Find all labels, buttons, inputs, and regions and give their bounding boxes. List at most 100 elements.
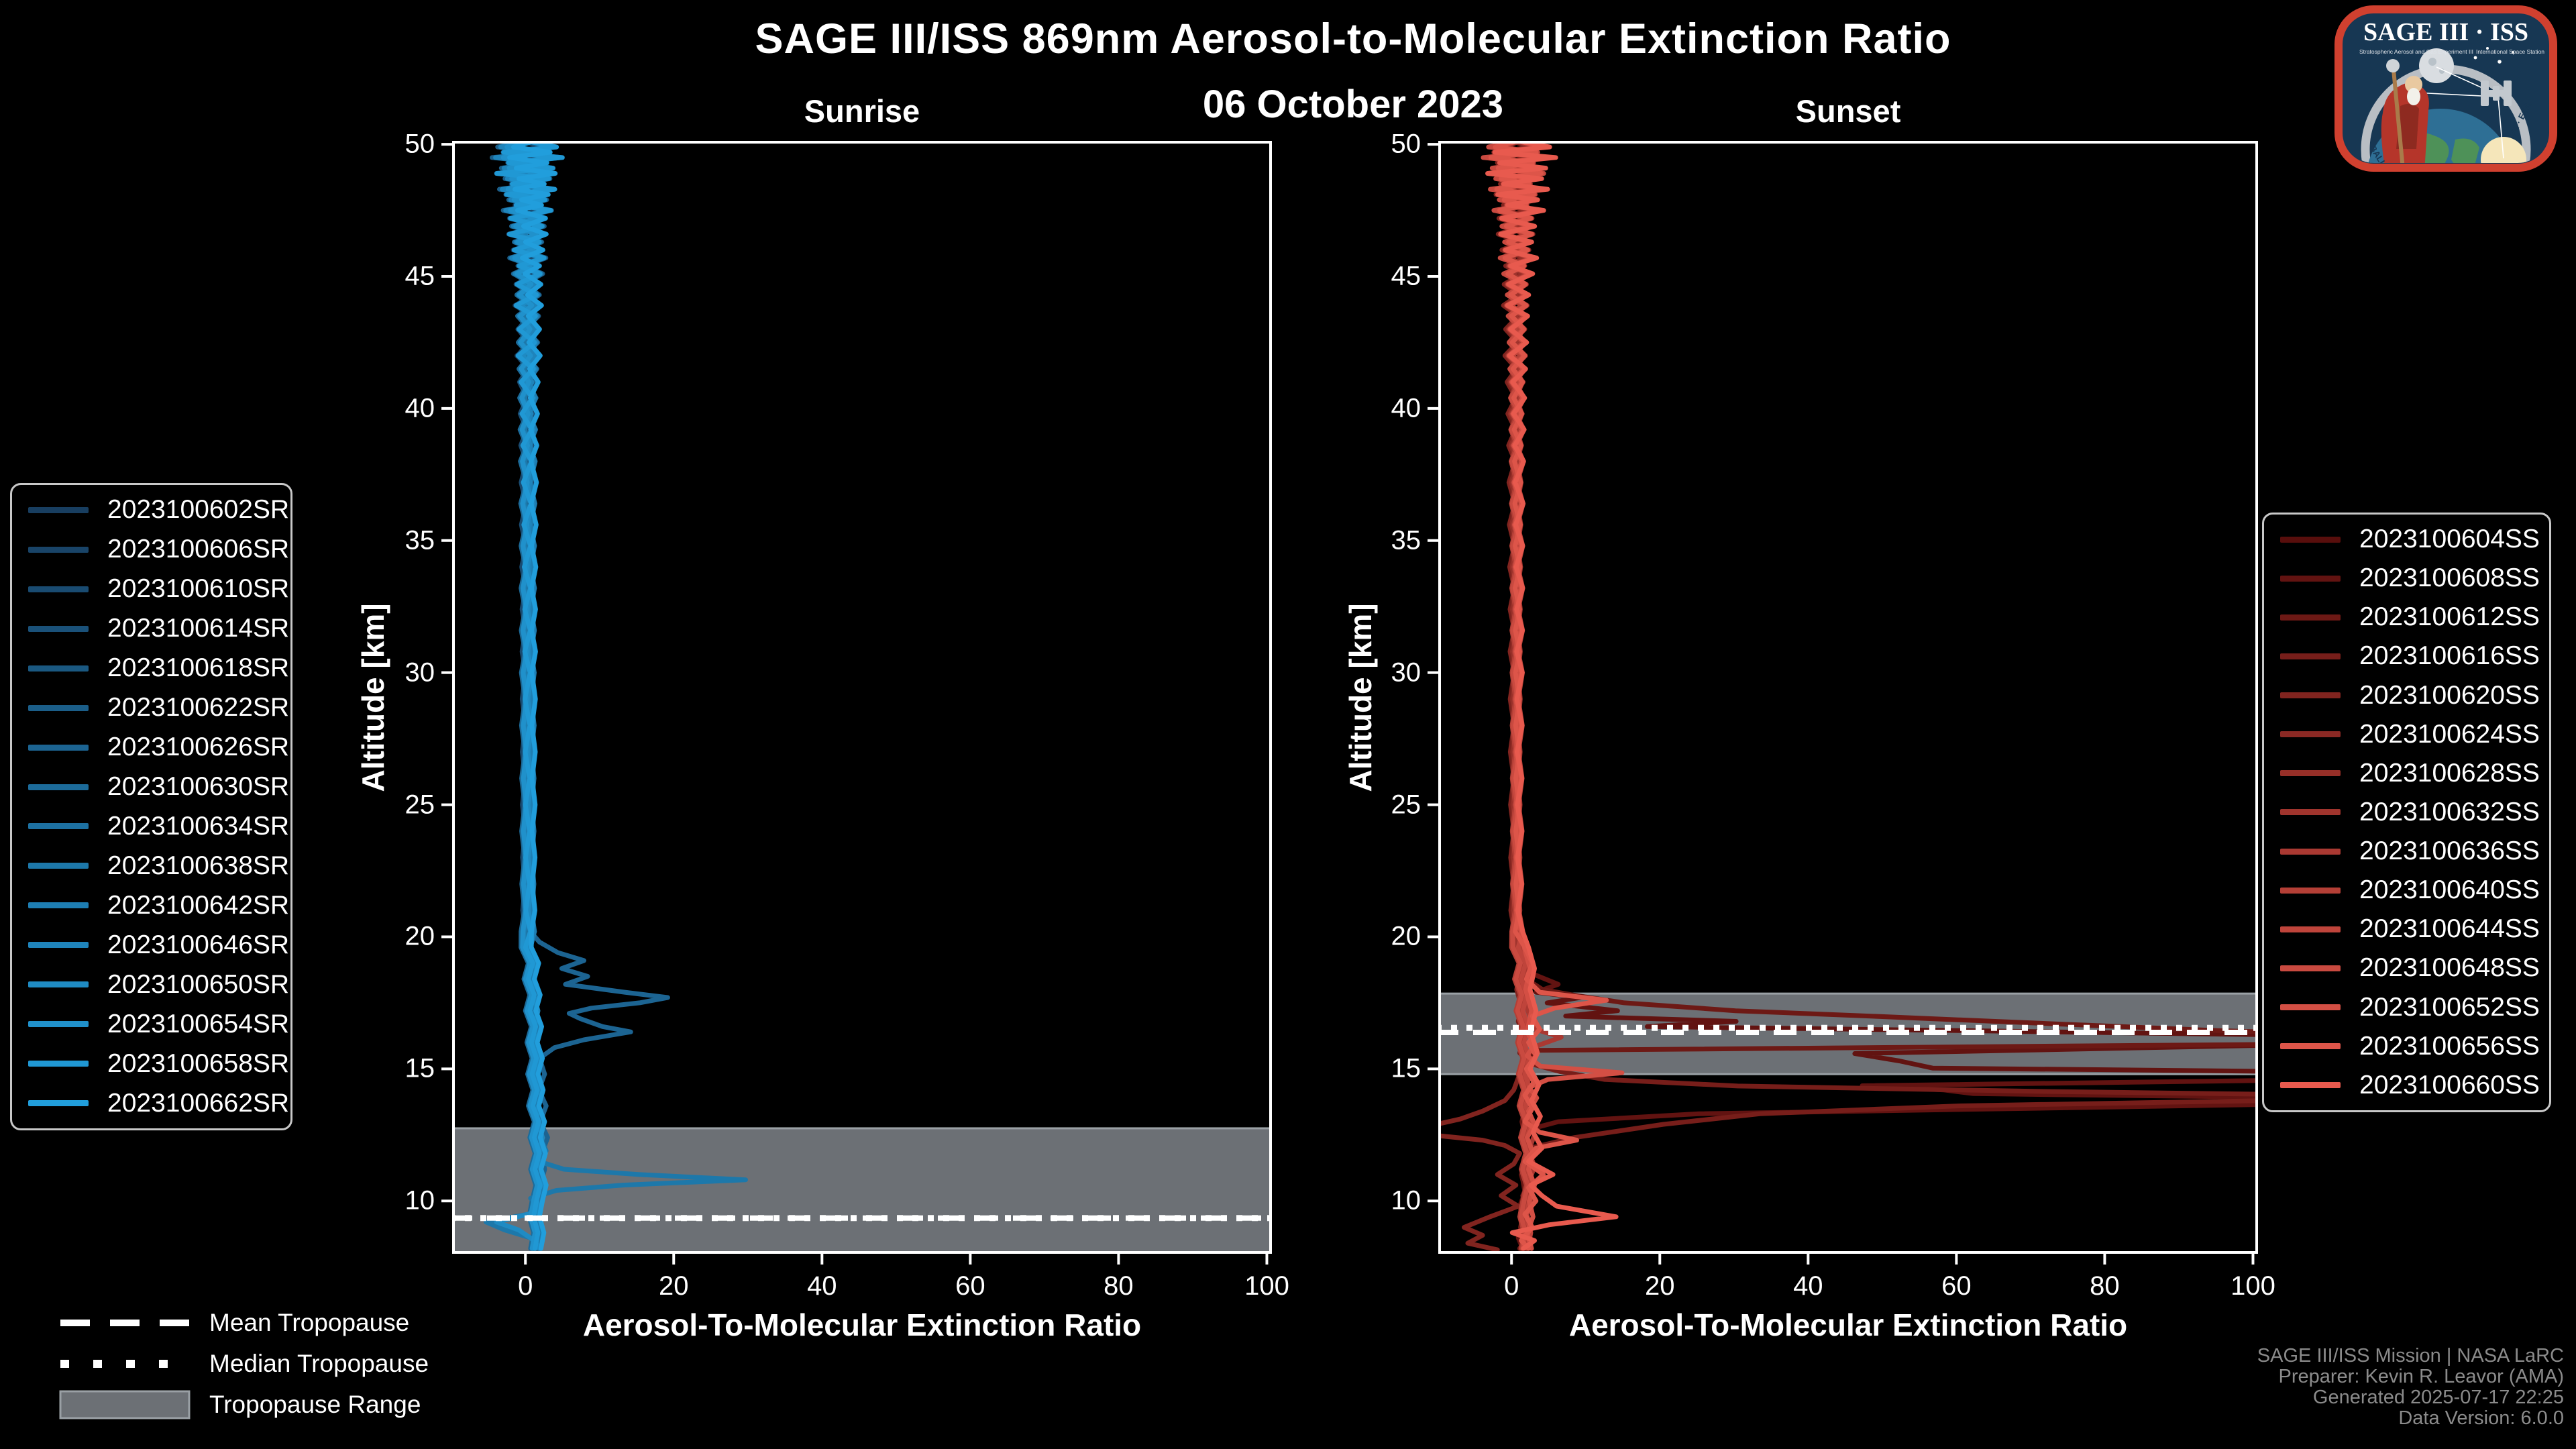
logo-subtitle-right: International Space Station	[2476, 48, 2544, 55]
legend-label: 2023100638SR	[107, 851, 290, 880]
legend-swatch	[28, 665, 89, 672]
x-tick-label: 100	[1244, 1271, 1289, 1301]
legend-item: 2023100620SS	[2280, 681, 2542, 710]
legend-swatch	[28, 586, 89, 592]
legend-label: 2023100640SS	[2359, 875, 2540, 905]
legend-swatch	[2280, 536, 2341, 543]
legend-item: 2023100612SS	[2280, 602, 2542, 632]
legend-item: 2023100654SR	[28, 1010, 289, 1039]
legend-item: 2023100604SS	[2280, 525, 2542, 554]
credits-mission: SAGE III/ISS Mission | NASA LaRC	[2257, 1345, 2564, 1366]
legend-item: 2023100648SS	[2280, 953, 2542, 983]
x-tick-label: 80	[2090, 1271, 2120, 1301]
sunset-profile-2023100660SS	[1485, 142, 1619, 1251]
legend-swatch	[2280, 731, 2341, 738]
y-tick-label: 45	[1391, 261, 1421, 291]
legend-swatch	[28, 863, 89, 869]
credits: SAGE III/ISS Mission | NASA LaRC Prepare…	[2257, 1346, 2564, 1429]
tropopause-legend-item: Mean Tropopause	[59, 1305, 409, 1340]
legend-label: 2023100660SS	[2359, 1070, 2540, 1099]
sunrise-xaxis-label: Aerosol-To-Molecular Extinction Ratio	[582, 1307, 1142, 1342]
legend-item: 2023100658SR	[28, 1049, 289, 1079]
y-tick-label: 10	[1391, 1185, 1421, 1216]
legend-item: 2023100630SR	[28, 772, 289, 802]
y-tick-label: 50	[405, 129, 435, 159]
sunset-plot-area	[1440, 142, 2257, 1252]
y-tick-label: 20	[1391, 921, 1421, 951]
legend-label: 2023100622SR	[107, 693, 290, 722]
legend-swatch	[2280, 692, 2341, 699]
logo-title: SAGE III · ISS	[2363, 18, 2528, 46]
y-tick-label: 30	[1391, 657, 1421, 688]
legend-item: 2023100650SR	[28, 970, 289, 1000]
x-tick-label: 60	[955, 1271, 985, 1301]
legend-swatch	[2280, 1082, 2341, 1089]
x-tick-label: 40	[1793, 1271, 1823, 1301]
legend-item: 2023100616SS	[2280, 641, 2542, 671]
legend-label: 2023100658SR	[107, 1049, 290, 1078]
legend-label: 2023100612SS	[2359, 602, 2540, 632]
legend-swatch	[28, 546, 89, 553]
legend-label: 2023100656SS	[2359, 1031, 2540, 1061]
legend-label: 2023100620SS	[2359, 680, 2540, 710]
legend-label: 2023100644SS	[2359, 914, 2540, 944]
tropopause-legend-label: Median Tropopause	[209, 1350, 429, 1377]
y-tick-label: 10	[405, 1185, 435, 1216]
x-tick-label: 60	[1941, 1271, 1972, 1301]
x-tick-label: 20	[659, 1271, 689, 1301]
y-tick-label: 20	[405, 921, 435, 951]
legend-label: 2023100648SS	[2359, 953, 2540, 983]
legend-swatch	[28, 506, 89, 513]
legend-swatch	[28, 784, 89, 790]
legend-item: 2023100660SS	[2280, 1071, 2542, 1100]
legend-swatch	[28, 1061, 89, 1067]
legend-item: 2023100652SS	[2280, 993, 2542, 1022]
y-tick-label: 50	[1391, 129, 1421, 159]
logo-stars	[2473, 47, 2514, 64]
y-tick-label: 25	[1391, 790, 1421, 820]
legend-swatch	[2280, 653, 2341, 659]
y-tick-label: 15	[405, 1053, 435, 1083]
sunrise-plot	[441, 141, 1272, 1265]
tropopause-legend: Mean Tropopause Median Tropopause Tropopau…	[0, 1305, 470, 1433]
legend-swatch	[28, 625, 89, 632]
legend-label: 2023100634SR	[107, 811, 290, 841]
legend-swatch	[28, 744, 89, 751]
legend-swatch	[2280, 926, 2341, 932]
legend-label: 2023100606SR	[107, 535, 290, 564]
legend-label: 2023100610SR	[107, 574, 290, 604]
band-swatch	[59, 1390, 191, 1419]
legend-item: 2023100622SR	[28, 693, 289, 722]
legend-label: 2023100636SS	[2359, 837, 2540, 866]
credits-generated: Generated 2025-07-17 22:25	[2312, 1387, 2564, 1408]
dotted-swatch	[60, 1360, 191, 1368]
tropopause-legend-item: Tropopause Range	[59, 1387, 421, 1422]
legend-label: 2023100614SR	[107, 614, 290, 643]
legend-swatch	[28, 823, 89, 830]
sunset-panel-title: Sunset	[1795, 93, 1901, 129]
legend-item: 2023100636SS	[2280, 837, 2542, 866]
legend-item: 2023100628SS	[2280, 759, 2542, 788]
legend-item: 2023100608SS	[2280, 564, 2542, 593]
legend-label: 2023100602SR	[107, 495, 290, 525]
legend-item: 2023100646SR	[28, 930, 289, 960]
legend-swatch	[28, 981, 89, 988]
legend-swatch	[28, 902, 89, 909]
legend-item: 2023100610SR	[28, 574, 289, 604]
y-tick-label: 40	[1391, 393, 1421, 423]
y-tick-label: 45	[405, 261, 435, 291]
logo-sage-figure	[2381, 59, 2429, 163]
y-tick-label: 30	[405, 657, 435, 688]
tropopause-legend-label: Mean Tropopause	[209, 1309, 410, 1336]
legend-swatch	[28, 942, 89, 949]
credits-preparer: Preparer: Kevin R. Leavor (AMA)	[2278, 1366, 2564, 1387]
tropopause-legend-label: Tropopause Range	[209, 1391, 421, 1418]
legend-item: 2023100662SR	[28, 1089, 289, 1118]
legend-item: 2023100656SS	[2280, 1032, 2542, 1061]
legend-item: 2023100642SR	[28, 891, 289, 920]
x-tick-label: 0	[1504, 1271, 1519, 1301]
sunset-xaxis-label: Aerosol-To-Molecular Extinction Ratio	[1568, 1307, 2128, 1342]
logo-subtitle-left: Stratospheric Aerosol and Gas Experiment…	[2359, 48, 2473, 55]
legend-swatch	[2280, 887, 2341, 894]
logo-moon-crater	[2428, 58, 2436, 66]
